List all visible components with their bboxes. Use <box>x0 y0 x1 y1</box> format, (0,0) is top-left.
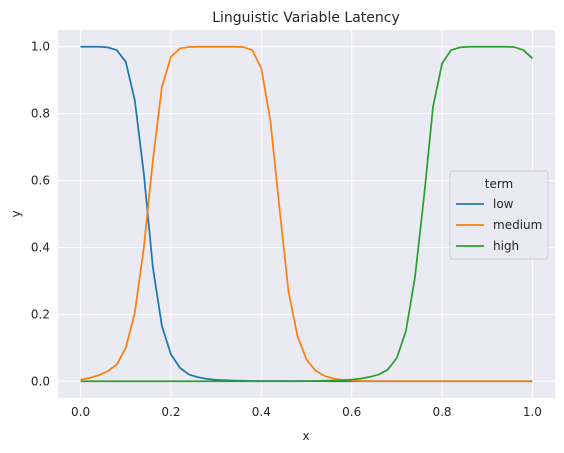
y-tick-label: 1.0 <box>31 40 50 54</box>
legend-label-high: high <box>493 239 519 253</box>
chart-title: Linguistic Variable Latency <box>212 10 400 26</box>
y-tick-label: 0.6 <box>31 174 50 188</box>
x-tick-label: 1.0 <box>523 405 542 419</box>
y-tick-label: 0.8 <box>31 107 50 121</box>
series-layer <box>80 45 534 383</box>
x-tick-label: 0.0 <box>71 405 90 419</box>
legend-box <box>449 170 549 260</box>
y-tick-label: 0.0 <box>31 374 50 388</box>
x-tick-label: 0.6 <box>342 405 361 419</box>
x-tick-label: 0.2 <box>161 405 180 419</box>
legend-title: term <box>485 177 514 191</box>
legend-label-medium: medium <box>493 218 542 232</box>
y-tick-label: 0.4 <box>31 240 50 254</box>
y-axis-label: y <box>9 210 23 217</box>
y-tick-label: 0.2 <box>31 307 50 321</box>
y-ticks: 0.0 0.2 0.4 0.6 0.8 1.0 <box>31 40 50 389</box>
series-line-medium <box>80 45 533 383</box>
x-tick-label: 0.4 <box>252 405 271 419</box>
x-tick-label: 0.8 <box>432 405 451 419</box>
series-line-high <box>80 45 534 383</box>
x-axis-label: x <box>302 429 309 443</box>
legend: term low medium high <box>449 170 549 260</box>
legend-label-low: low <box>493 197 514 211</box>
x-ticks: 0.0 0.2 0.4 0.6 0.8 1.0 <box>71 405 542 419</box>
